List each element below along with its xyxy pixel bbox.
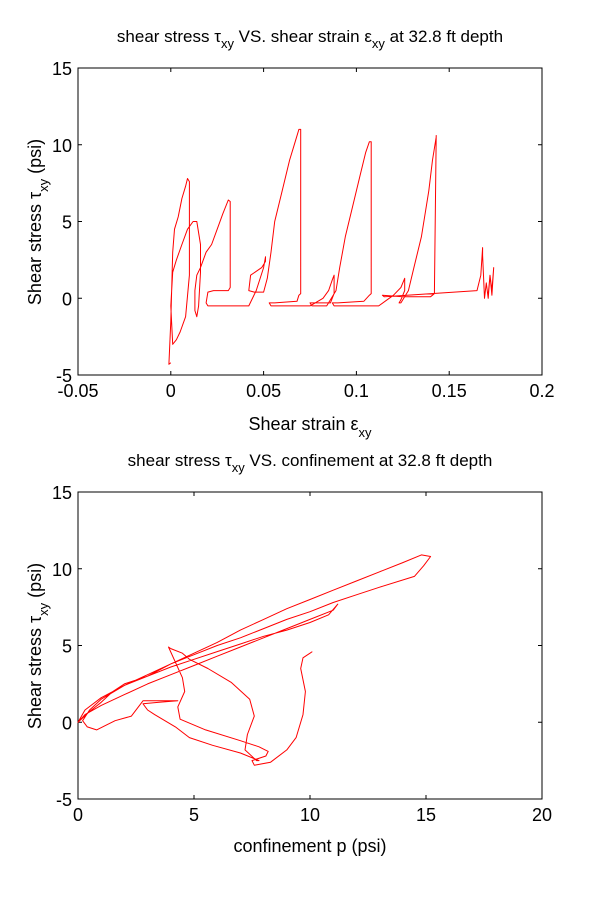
- chart-top-ytick-label: -5: [56, 366, 72, 386]
- chart-bottom-xtick-label: 5: [189, 805, 199, 825]
- chart-bottom: shear stress τxy VS. confinement at 32.8…: [25, 451, 552, 856]
- chart-top-xtick-label: 0.2: [529, 381, 554, 401]
- chart-top-xtick-label: 0.05: [246, 381, 281, 401]
- chart-bottom-xlabel: confinement p (psi): [233, 836, 386, 856]
- chart-top-xlabel: Shear strain εxy: [248, 414, 372, 440]
- chart-top-ticks: -0.05 0 0.05 0.1 0.15 0.2 -5 0 5 10 15: [52, 59, 555, 401]
- chart-top: shear stress τxy VS. shear strain εxy at…: [25, 27, 555, 440]
- chart-top-xtick-label: -0.05: [57, 381, 98, 401]
- chart-top-xtick-label: 0.1: [344, 381, 369, 401]
- chart-top-plot-area: [77, 67, 543, 376]
- chart-top-ytick-label: 5: [62, 213, 72, 233]
- chart-top-series: [168, 128, 495, 365]
- chart-top-series-line: [168, 128, 495, 365]
- chart-top-ytick-label: 0: [62, 289, 72, 309]
- chart-top-ylabel: Shear stress τxy (psi): [25, 139, 51, 305]
- chart-bottom-ytick-label: 10: [52, 560, 72, 580]
- chart-top-title: shear stress τxy VS. shear strain εxy at…: [117, 27, 503, 51]
- chart-bottom-title: shear stress τxy VS. confinement at 32.8…: [128, 451, 493, 475]
- chart-bottom-ytick-label: 15: [52, 483, 72, 503]
- chart-top-xtick-label: 0.15: [432, 381, 467, 401]
- chart-bottom-xtick-label: 10: [300, 805, 320, 825]
- chart-bottom-ytick-label: 0: [62, 713, 72, 733]
- chart-bottom-xtick-label: 0: [73, 805, 83, 825]
- chart-bottom-plot-area: [77, 491, 543, 800]
- chart-bottom-xtick-label: 20: [532, 805, 552, 825]
- chart-bottom-series: [77, 554, 432, 766]
- chart-top-ytick-label: 10: [52, 136, 72, 156]
- chart-bottom-ytick-label: -5: [56, 790, 72, 810]
- chart-bottom-ylabel: Shear stress τxy (psi): [25, 563, 51, 729]
- chart-top-xtick-label: 0: [166, 381, 176, 401]
- chart-bottom-xtick-label: 15: [416, 805, 436, 825]
- chart-bottom-series-line: [77, 554, 432, 766]
- chart-bottom-ytick-label: 5: [62, 637, 72, 657]
- chart-top-ytick-label: 15: [52, 59, 72, 79]
